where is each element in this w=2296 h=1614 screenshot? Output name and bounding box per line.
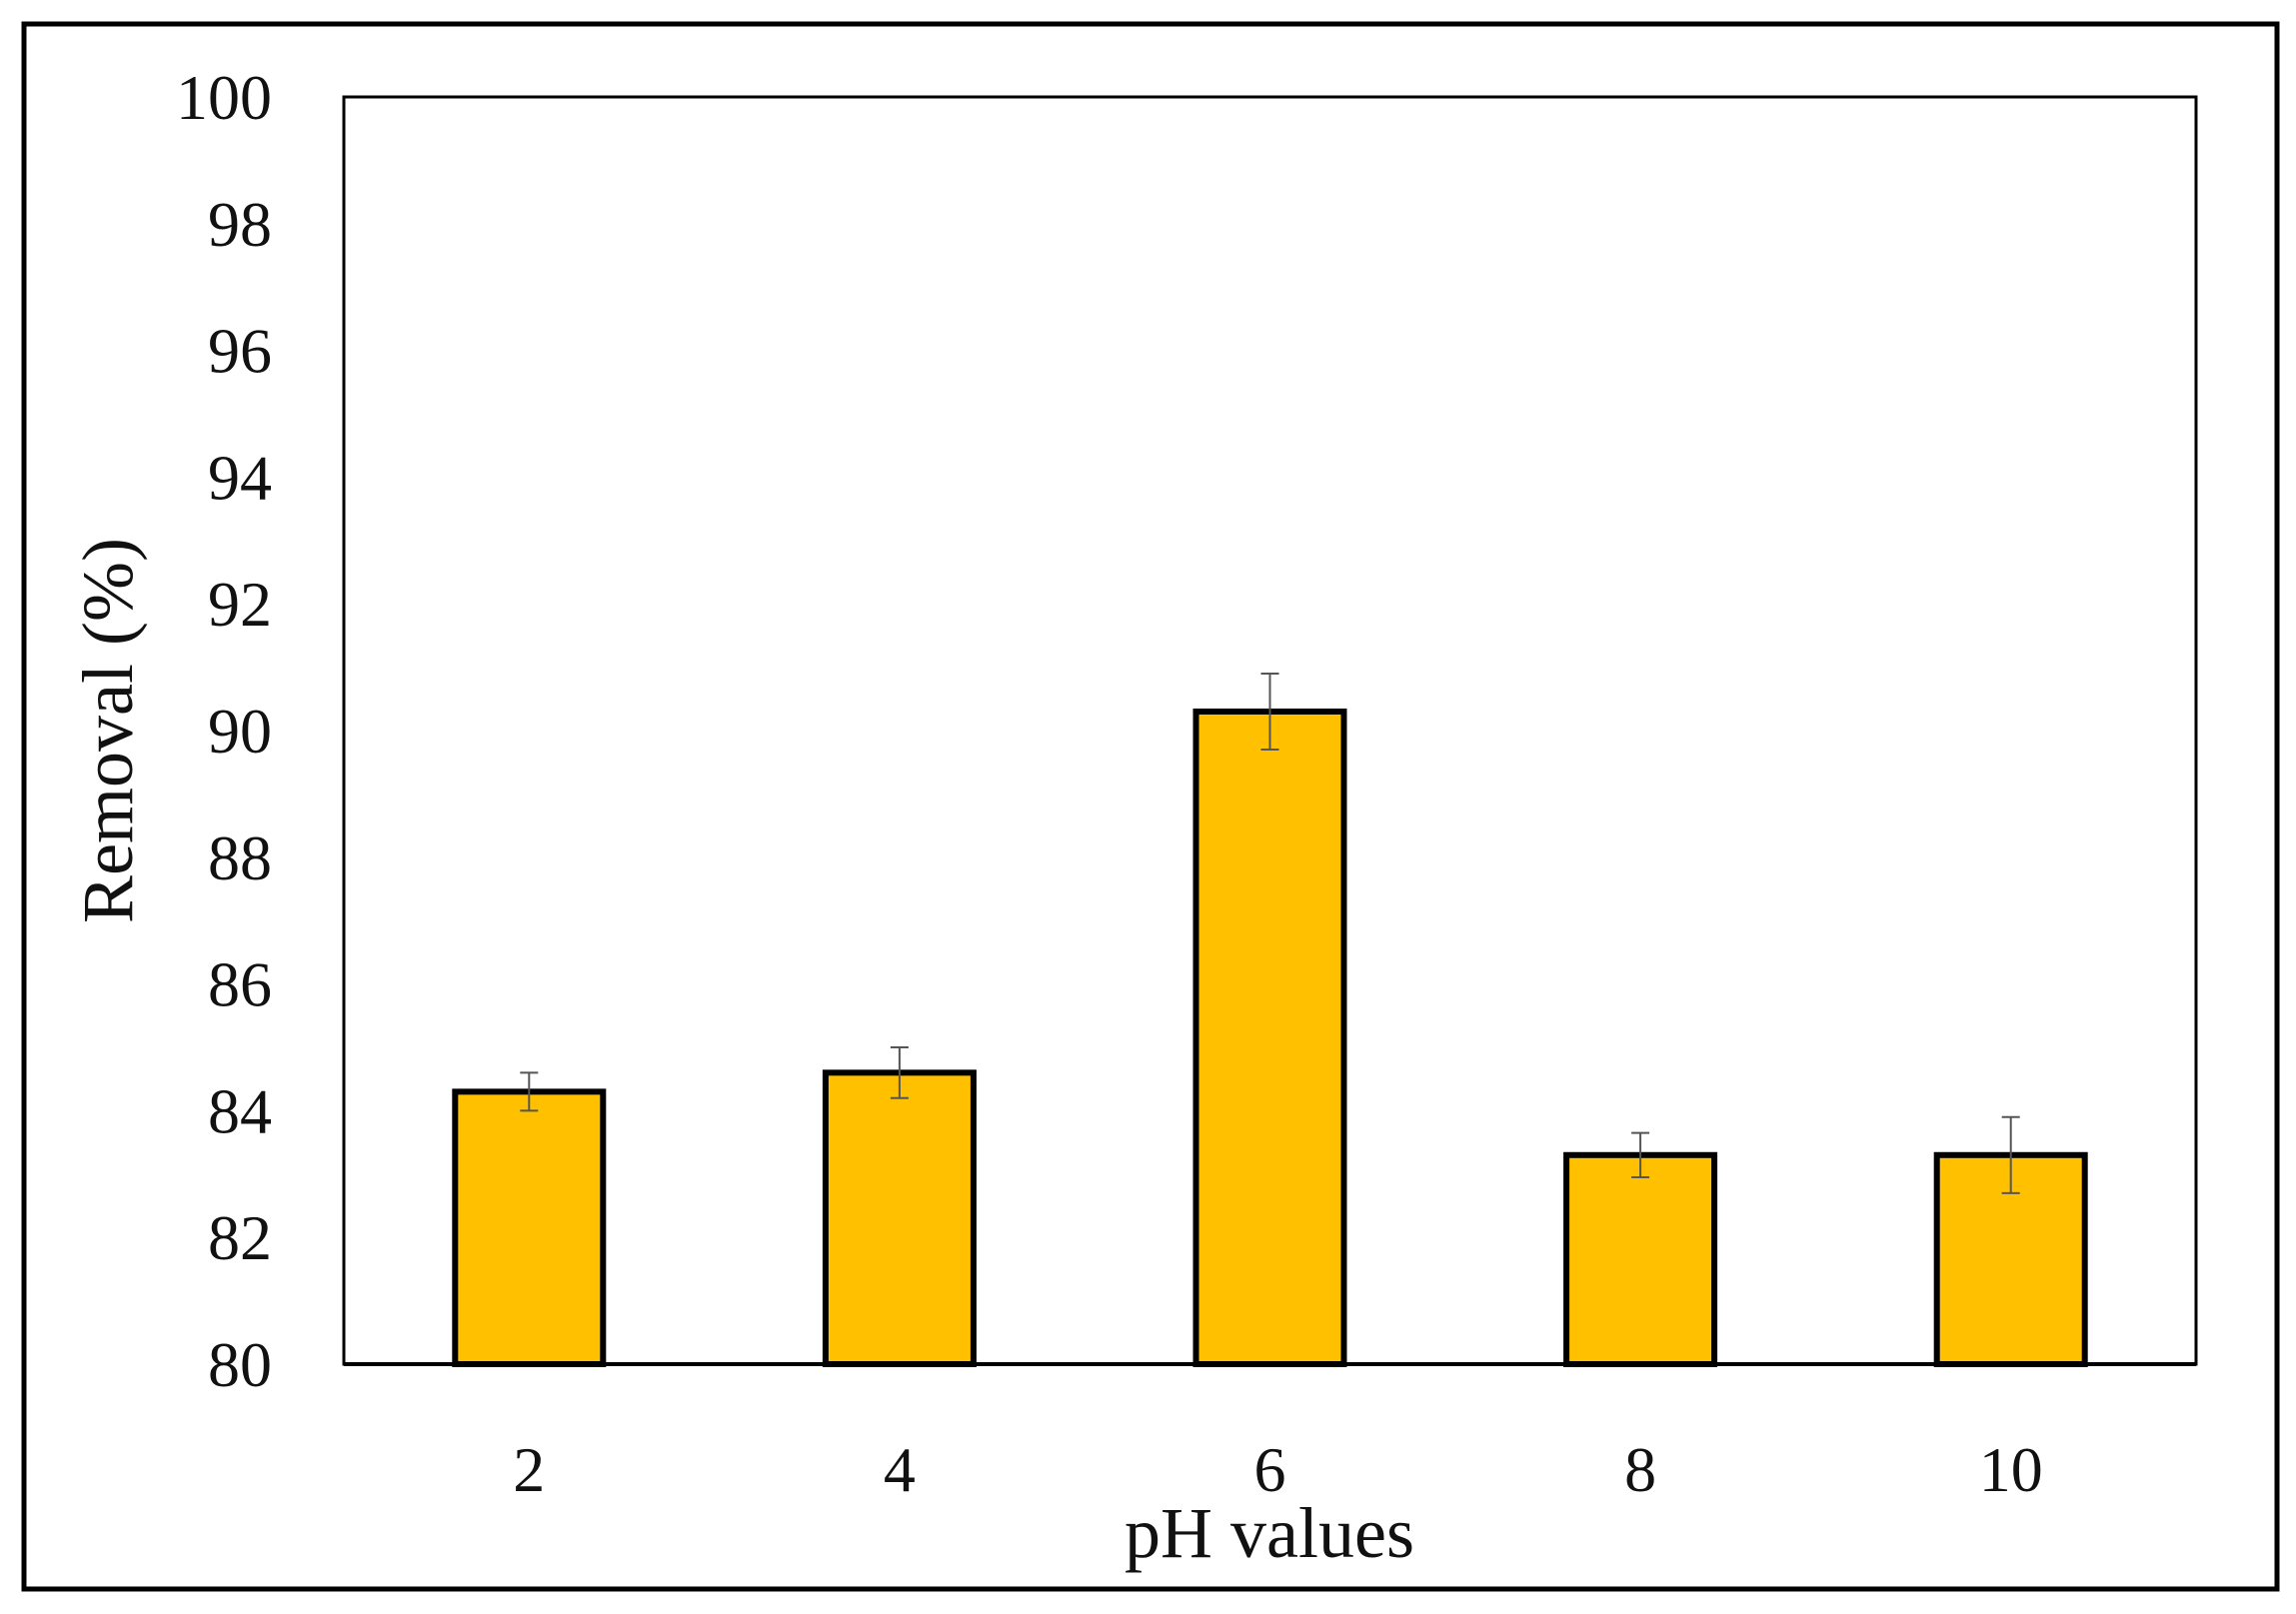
y-tick-label: 92 — [208, 569, 272, 640]
y-tick-label: 88 — [208, 822, 272, 893]
y-axis-ticks: 80 82 84 86 88 90 92 94 96 98 100 — [176, 62, 272, 1400]
y-tick-label: 90 — [208, 696, 272, 767]
bar — [452, 1088, 607, 1367]
error-bar — [890, 1046, 909, 1099]
y-tick-label: 100 — [176, 62, 272, 133]
error-bar — [2001, 1115, 2020, 1194]
y-tick-label: 96 — [208, 316, 272, 387]
y-tick-label: 86 — [208, 949, 272, 1020]
y-tick-label: 80 — [208, 1329, 272, 1400]
error-bars — [520, 672, 2020, 1194]
x-tick-label: 10 — [1979, 1434, 2043, 1505]
x-tick-label: 6 — [1254, 1434, 1286, 1505]
y-tick-label: 82 — [208, 1202, 272, 1273]
bars — [452, 708, 2088, 1368]
y-axis-title: Removal (%) — [68, 538, 148, 923]
bar — [822, 1069, 977, 1367]
error-bar — [520, 1071, 539, 1112]
error-bar — [1260, 672, 1279, 752]
x-tick-label: 4 — [884, 1434, 916, 1505]
y-tick-label: 84 — [208, 1075, 272, 1146]
x-axis-ticks: 2 4 6 8 10 — [513, 1434, 2042, 1505]
y-tick-label: 98 — [208, 189, 272, 260]
bar — [1192, 708, 1347, 1367]
x-tick-label: 8 — [1624, 1434, 1656, 1505]
x-tick-label: 2 — [513, 1434, 545, 1505]
bar — [1563, 1151, 1718, 1368]
y-tick-label: 94 — [208, 442, 272, 513]
x-axis-title: pH values — [1125, 1493, 1414, 1573]
error-bar — [1631, 1131, 1650, 1178]
